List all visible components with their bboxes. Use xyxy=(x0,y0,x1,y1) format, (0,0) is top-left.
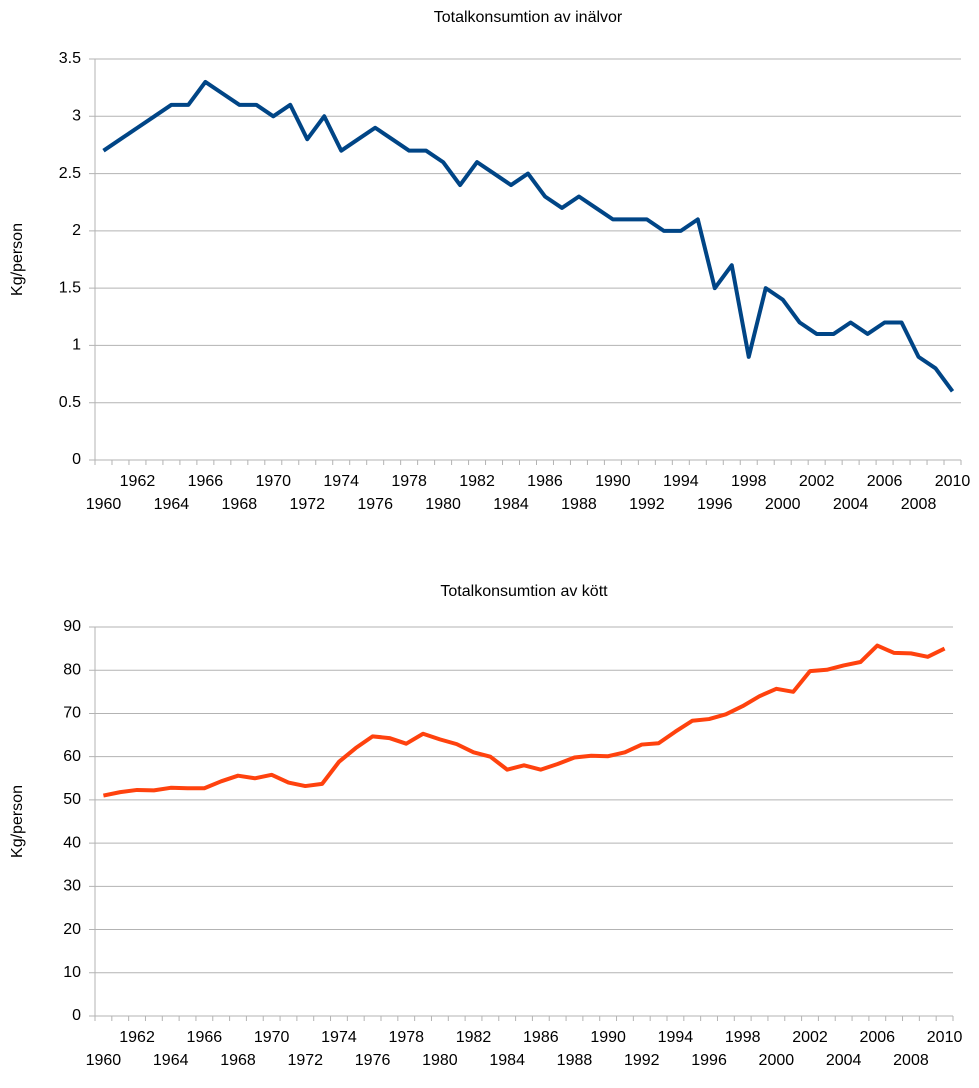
y-tick-label: 80 xyxy=(63,661,81,678)
x-tick-label: 1964 xyxy=(153,1052,189,1069)
x-tick-label: 1982 xyxy=(459,473,495,490)
x-tick-label: 1974 xyxy=(323,473,359,490)
y-tick-label: 1.5 xyxy=(59,279,81,296)
x-tick-label: 2002 xyxy=(799,473,835,490)
y-tick-label: 0 xyxy=(72,1007,81,1024)
x-tick-label: 2006 xyxy=(859,1029,895,1046)
y-tick-label: 2 xyxy=(72,222,81,239)
x-tick-label: 1976 xyxy=(357,496,393,513)
x-tick-label: 1980 xyxy=(425,496,461,513)
x-tick-label: 1972 xyxy=(289,496,325,513)
x-tick-label: 2008 xyxy=(893,1052,929,1069)
x-tick-label: 1968 xyxy=(220,1052,256,1069)
x-tick-label: 1960 xyxy=(86,1052,122,1069)
x-tick-label: 1970 xyxy=(255,473,291,490)
x-tick-label: 2010 xyxy=(927,1029,963,1046)
x-tick-label: 1996 xyxy=(697,496,733,513)
x-tick-label: 1976 xyxy=(355,1052,391,1069)
x-tick-label: 2008 xyxy=(901,496,937,513)
y-tick-label: 2.5 xyxy=(59,165,81,182)
y-tick-label: 20 xyxy=(63,921,81,938)
x-tick-label: 1986 xyxy=(527,473,563,490)
data-line xyxy=(102,79,955,393)
x-tick-label: 1970 xyxy=(254,1029,290,1046)
x-tick-label: 1998 xyxy=(725,1029,761,1046)
x-tick-label: 2010 xyxy=(935,473,971,490)
y-tick-label: 70 xyxy=(63,705,81,722)
chart-title: Totalkonsumtion av inälvor xyxy=(434,9,623,26)
x-tick-label: 1992 xyxy=(624,1052,660,1069)
x-tick-label: 2004 xyxy=(826,1052,862,1069)
x-tick-label: 1992 xyxy=(629,496,665,513)
x-tick-label: 1982 xyxy=(456,1029,492,1046)
x-tick-label: 2000 xyxy=(759,1052,795,1069)
y-tick-label: 90 xyxy=(63,618,81,635)
x-tick-label: 1974 xyxy=(321,1029,357,1046)
y-tick-label: 1 xyxy=(72,337,81,354)
x-tick-label: 1962 xyxy=(120,473,156,490)
x-tick-label: 1994 xyxy=(663,473,699,490)
x-tick-label: 1964 xyxy=(154,496,190,513)
chart-title: Totalkonsumtion av kött xyxy=(440,583,608,600)
y-tick-label: 30 xyxy=(63,878,81,895)
x-tick-label: 2000 xyxy=(765,496,801,513)
x-tick-label: 1988 xyxy=(561,496,597,513)
x-tick-label: 1998 xyxy=(731,473,767,490)
y-tick-label: 0 xyxy=(72,451,81,468)
x-tick-label: 1980 xyxy=(422,1052,458,1069)
y-axis-label: Kg/person xyxy=(9,223,26,296)
x-tick-label: 1984 xyxy=(489,1052,525,1069)
x-tick-label: 1962 xyxy=(119,1029,155,1046)
x-tick-label: 1968 xyxy=(222,496,258,513)
y-tick-label: 3 xyxy=(72,108,81,125)
x-tick-label: 1960 xyxy=(86,496,122,513)
x-tick-label: 1990 xyxy=(590,1029,626,1046)
x-tick-label: 1996 xyxy=(691,1052,727,1069)
x-tick-label: 2006 xyxy=(867,473,903,490)
x-tick-label: 1978 xyxy=(391,473,427,490)
x-tick-label: 1966 xyxy=(187,1029,223,1046)
y-tick-label: 40 xyxy=(63,834,81,851)
x-tick-label: 1966 xyxy=(188,473,224,490)
y-tick-label: 0.5 xyxy=(59,394,81,411)
x-tick-label: 1984 xyxy=(493,496,529,513)
x-tick-label: 2002 xyxy=(792,1029,828,1046)
data-line xyxy=(103,643,946,798)
y-tick-label: 3.5 xyxy=(59,50,81,67)
x-tick-label: 1994 xyxy=(658,1029,694,1046)
y-tick-label: 50 xyxy=(63,791,81,808)
x-tick-label: 1990 xyxy=(595,473,631,490)
x-tick-label: 1988 xyxy=(557,1052,593,1069)
x-tick-label: 2004 xyxy=(833,496,869,513)
x-tick-label: 1986 xyxy=(523,1029,559,1046)
y-tick-label: 10 xyxy=(63,964,81,981)
y-tick-label: 60 xyxy=(63,748,81,765)
x-tick-label: 1978 xyxy=(388,1029,424,1046)
x-tick-label: 1972 xyxy=(287,1052,323,1069)
y-axis-label: Kg/person xyxy=(9,785,26,858)
